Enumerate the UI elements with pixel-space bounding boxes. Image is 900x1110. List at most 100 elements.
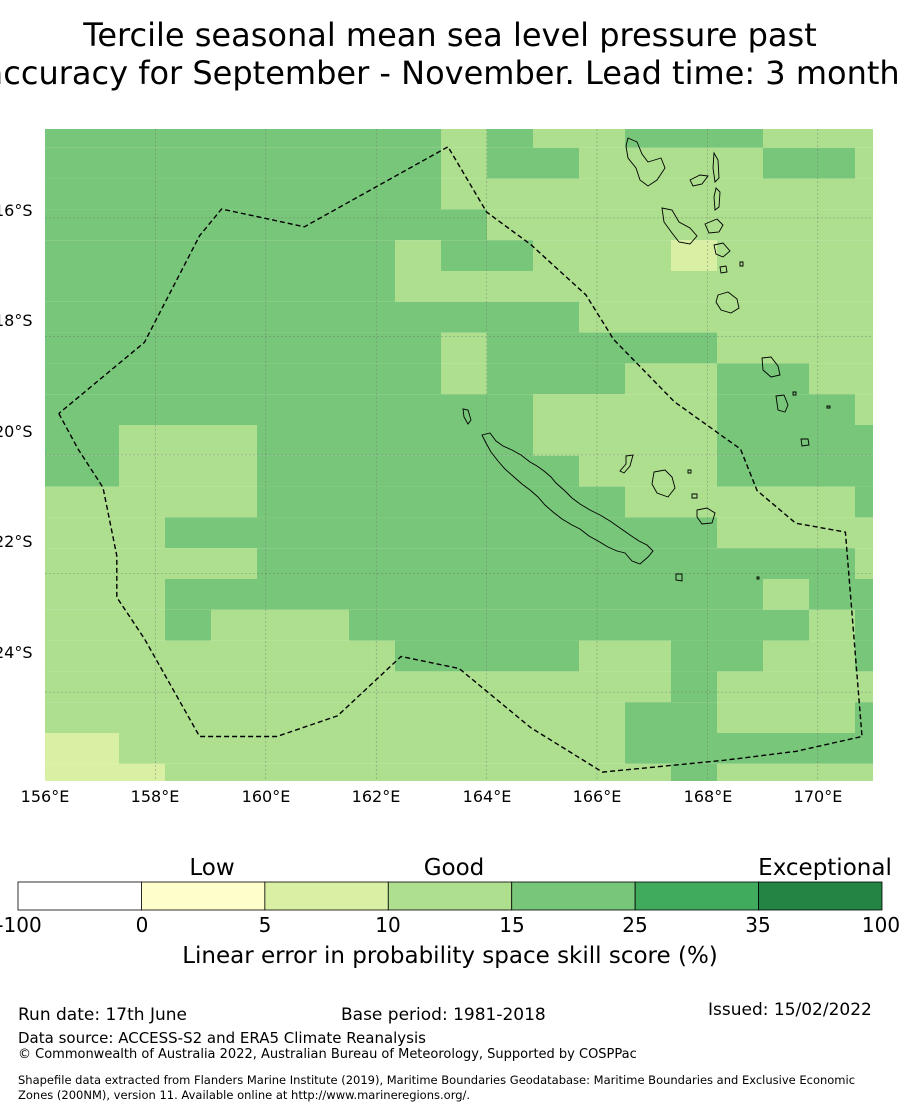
skill-grid-cell [165, 702, 211, 733]
skill-grid-cell [257, 271, 303, 302]
skill-grid-cell [45, 240, 73, 271]
skill-grid-cell [45, 671, 73, 703]
skill-grid-cell [165, 425, 211, 456]
skill-grid-cell [257, 178, 303, 210]
skill-grid-cell [211, 332, 257, 364]
skill-grid-cell [257, 671, 303, 703]
skill-grid-cell [73, 733, 119, 764]
coastline-maewo [712, 151, 720, 183]
skill-grid-cell [257, 455, 303, 487]
skill-grid-cell [73, 548, 119, 579]
skill-grid-cell [349, 147, 395, 179]
colorbar-tick: 10 [375, 913, 401, 937]
skill-grid-cell [119, 733, 165, 764]
skill-grid-cell [625, 671, 671, 703]
skill-grid-cell [855, 271, 873, 302]
skill-grid-cell [487, 425, 533, 456]
skill-grid-cell [211, 702, 257, 733]
skill-grid-cell [395, 640, 441, 672]
skill-grid-cell [349, 425, 395, 456]
skill-grid-cell [45, 363, 73, 395]
skill-grid-cell [211, 579, 257, 610]
coastline-small-islets [687, 261, 831, 580]
coastline-tiga [691, 493, 698, 499]
skill-grid-cell [533, 640, 579, 672]
skill-grid-cell [533, 332, 579, 364]
skill-grid-cell [165, 301, 211, 333]
lon-label-168e: 168°E [683, 787, 733, 806]
skill-grid-cell [809, 609, 855, 641]
skill-grid-cell [533, 671, 579, 703]
skill-grid-cell [303, 486, 349, 518]
skill-grid-cell [257, 332, 303, 364]
skill-grid-cell [45, 178, 73, 210]
skill-grid-cell [165, 733, 211, 764]
skill-grid-cell [165, 394, 211, 425]
skill-grid-cell [441, 702, 487, 733]
skill-grid-cell [257, 240, 303, 271]
skill-grid-cell [809, 425, 855, 456]
skill-grid-cell [809, 240, 855, 271]
skill-grid-cell [809, 178, 855, 210]
skill-grid-cell [855, 425, 873, 456]
skill-grid-cell [533, 579, 579, 610]
skill-grid-cell [441, 763, 487, 781]
skill-grid-cell [165, 209, 211, 241]
skill-grid-cell [303, 579, 349, 610]
skill-grid-cell [303, 671, 349, 703]
skill-grid-cell [671, 455, 717, 487]
skill-grid-cell [303, 763, 349, 781]
skill-grid-cell [487, 129, 533, 148]
skill-grid-cell [303, 609, 349, 641]
skill-grid-cell [73, 640, 119, 672]
skill-grid-cell [349, 517, 395, 549]
skill-grid-cell [717, 763, 763, 781]
skill-grid-cell [717, 579, 763, 610]
skill-grid-cell [809, 301, 855, 333]
skill-grid-cell [717, 332, 763, 364]
skill-grid-cell [73, 394, 119, 425]
skill-grid-cell [257, 702, 303, 733]
skill-grid-cell [441, 671, 487, 703]
skill-grid-cell [211, 455, 257, 487]
skill-grid-cell [349, 301, 395, 333]
coastlines [462, 137, 831, 582]
coastline-mare [696, 507, 716, 525]
skill-grid-cell [487, 209, 533, 241]
skill-grid-cell [119, 332, 165, 364]
skill-grid-cell [395, 209, 441, 241]
skill-grid-cell [211, 363, 257, 395]
skill-grid-cell [73, 763, 119, 781]
skill-grid-cell [211, 548, 257, 579]
skill-grid-cell [45, 147, 73, 179]
skill-grid-cell [73, 455, 119, 487]
skill-grid-cell [165, 671, 211, 703]
skill-grid-cell [303, 733, 349, 764]
skill-grid-cell [855, 548, 873, 579]
skill-grid-cell [349, 394, 395, 425]
coastline-epi [713, 242, 731, 258]
skill-grid-cell [45, 517, 73, 549]
skill-grid-cell [671, 763, 717, 781]
skill-grid-cell [165, 129, 211, 148]
skill-grid-cell [855, 579, 873, 610]
skill-grid-cell [579, 609, 625, 641]
skill-grid-cell [165, 240, 211, 271]
skill-grid-cell [625, 240, 671, 271]
skill-grid-cell [395, 363, 441, 395]
skill-grid-cell [441, 271, 487, 302]
skill-grid-cell [579, 178, 625, 210]
skill-grid-cell [395, 129, 441, 148]
skill-grid-cell [73, 178, 119, 210]
skill-grid-cell [533, 702, 579, 733]
skill-grid-cell [73, 609, 119, 641]
skill-grid-cell [211, 425, 257, 456]
skill-grid-cell [45, 394, 73, 425]
skill-grid-cell [579, 209, 625, 241]
skill-grid-cell [533, 271, 579, 302]
skill-grid-cell [763, 271, 809, 302]
skill-grid-cell [809, 486, 855, 518]
skill-grid-cell [73, 579, 119, 610]
skill-grid-cell [349, 548, 395, 579]
skill-grid-cell [45, 425, 73, 456]
